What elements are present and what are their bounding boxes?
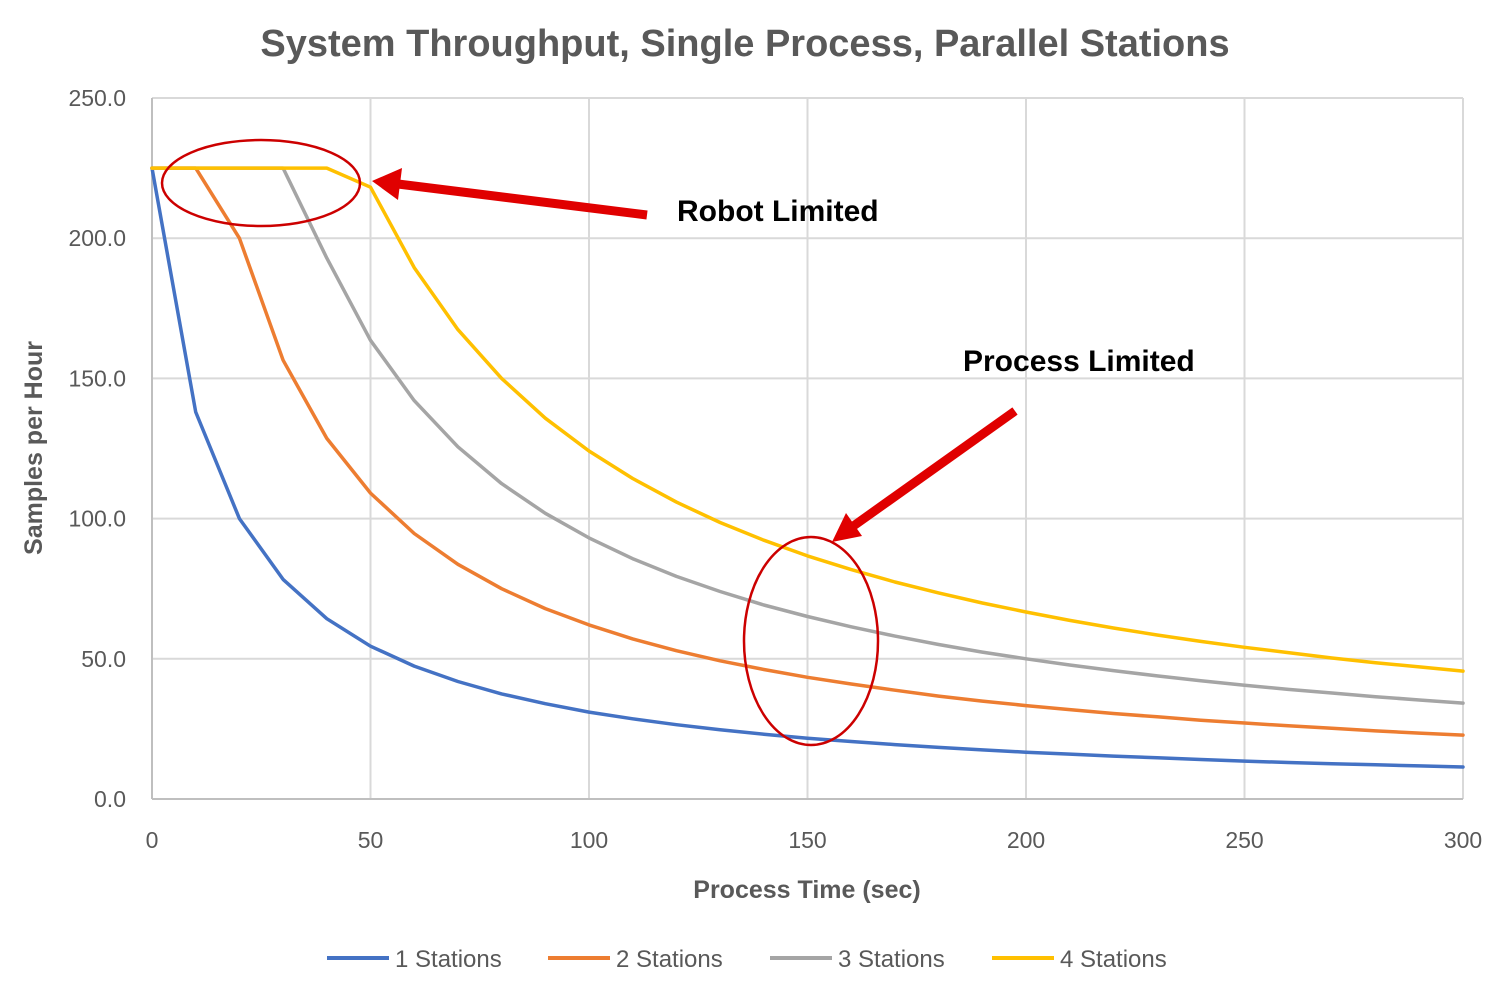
x-tick-label: 200 bbox=[1007, 827, 1045, 853]
legend-item-4-stations: 4 Stations bbox=[992, 946, 1167, 973]
legend: 1 Stations 2 Stations 3 Stations 4 Stations bbox=[327, 946, 1167, 973]
series-line-3-stations bbox=[150, 166, 1465, 705]
x-tick-label: 300 bbox=[1444, 827, 1482, 853]
robot-limited-arrow-head bbox=[372, 168, 402, 200]
series-line-1-stations bbox=[150, 166, 1465, 769]
series-line-4-stations bbox=[150, 166, 1465, 673]
x-axis-title: Process Time (sec) bbox=[693, 876, 920, 904]
robot-limited-label: Robot Limited bbox=[677, 195, 879, 228]
legend-item-2-stations: 2 Stations bbox=[548, 946, 723, 973]
robot-limited-ellipse bbox=[160, 138, 362, 228]
y-axis-title: Samples per Hour bbox=[20, 341, 48, 555]
robot-limited-arrow-shaft bbox=[397, 179, 648, 220]
legend-item-1-stations: 1 Stations bbox=[327, 946, 502, 973]
axes bbox=[151, 98, 1463, 800]
legend-label: 3 Stations bbox=[838, 946, 945, 973]
y-tick-label: 250.0 bbox=[68, 85, 126, 111]
x-tick-label: 50 bbox=[358, 827, 384, 853]
x-tick-label: 0 bbox=[146, 827, 159, 853]
y-tick-label: 100.0 bbox=[68, 506, 126, 532]
x-tick-labels: 0 50 100 150 200 250 300 bbox=[146, 827, 1483, 853]
series-line-2-stations bbox=[150, 166, 1465, 737]
legend-label: 1 Stations bbox=[395, 946, 502, 973]
y-tick-label: 0.0 bbox=[94, 786, 126, 812]
annotations: Robot Limited Process Limited bbox=[160, 138, 1195, 747]
x-tick-label: 100 bbox=[570, 827, 608, 853]
y-tick-label: 150.0 bbox=[68, 365, 126, 391]
process-limited-arrow-head bbox=[832, 513, 862, 542]
legend-label: 2 Stations bbox=[616, 946, 723, 973]
legend-label: 4 Stations bbox=[1060, 946, 1167, 973]
y-tick-label: 50.0 bbox=[81, 646, 126, 672]
y-tick-labels: 0.0 50.0 100.0 150.0 200.0 250.0 bbox=[68, 85, 126, 812]
chart-title: System Throughput, Single Process, Paral… bbox=[260, 23, 1229, 65]
legend-item-3-stations: 3 Stations bbox=[770, 946, 945, 973]
x-tick-label: 150 bbox=[788, 827, 826, 853]
series-lines bbox=[150, 166, 1465, 769]
process-limited-arrow-shaft bbox=[849, 407, 1018, 531]
process-limited-label: Process Limited bbox=[963, 345, 1195, 378]
x-tick-label: 250 bbox=[1225, 827, 1263, 853]
gridlines bbox=[152, 97, 1464, 799]
process-limited-ellipse bbox=[742, 535, 880, 747]
y-tick-label: 200.0 bbox=[68, 225, 126, 251]
